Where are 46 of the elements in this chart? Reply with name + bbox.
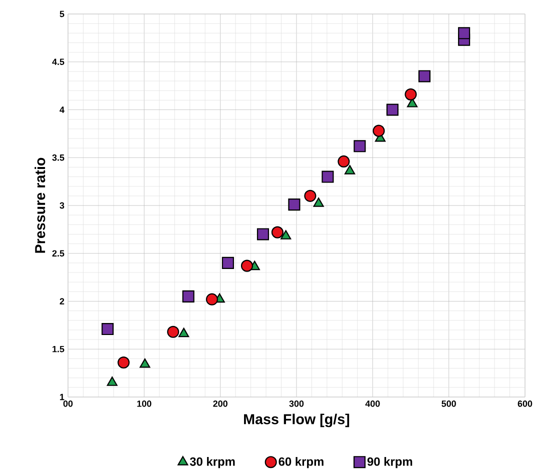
- point: [182, 290, 194, 302]
- point: [313, 198, 324, 207]
- point: [256, 228, 270, 240]
- point: [222, 256, 234, 269]
- legend-label: 60 krpm: [278, 457, 324, 468]
- point: [404, 88, 417, 100]
- y-axis-title: Pressure ratio: [34, 158, 46, 253]
- point: [288, 198, 300, 211]
- y-tick-label: 1: [60, 394, 64, 400]
- point: [338, 155, 350, 168]
- x-tick-label: 500: [442, 400, 456, 407]
- x-tick-label: 400: [365, 400, 380, 407]
- x-tick-label: 200: [213, 400, 228, 407]
- point: [372, 124, 385, 137]
- point: [418, 70, 430, 82]
- y-tick-label: 1.5: [52, 346, 64, 352]
- point: [458, 27, 470, 40]
- point: [271, 226, 284, 238]
- x-tick-label: 600: [518, 400, 532, 407]
- y-tick-label: 2: [60, 298, 64, 304]
- point: [304, 190, 316, 202]
- point: [322, 170, 334, 183]
- point: [167, 326, 180, 338]
- y-tick-label: 4: [60, 106, 64, 113]
- legend-label: 30 krpm: [190, 457, 235, 468]
- point: [386, 104, 398, 116]
- legend-label: 90 krpm: [367, 457, 412, 468]
- y-tick-label: 3: [60, 202, 64, 209]
- x-tick-label: 100: [137, 400, 152, 407]
- point: [280, 230, 292, 240]
- point: [240, 260, 254, 272]
- y-tick-label: 3.5: [52, 154, 64, 161]
- point: [354, 140, 366, 152]
- point: [118, 356, 130, 369]
- y-tick-label: 5: [60, 10, 64, 18]
- point: [206, 293, 218, 306]
- y-tick-label: 4.5: [52, 58, 64, 66]
- point: [178, 328, 190, 338]
- x-tick-label: 300: [289, 400, 304, 407]
- x-axis-title: Mass Flow [g/s]: [244, 414, 350, 428]
- point: [102, 322, 114, 336]
- y-tick-label: 2.5: [52, 250, 64, 257]
- x-tick-label: 00: [63, 400, 73, 407]
- point: [344, 164, 356, 174]
- point: [140, 358, 150, 368]
- point: [106, 376, 118, 386]
